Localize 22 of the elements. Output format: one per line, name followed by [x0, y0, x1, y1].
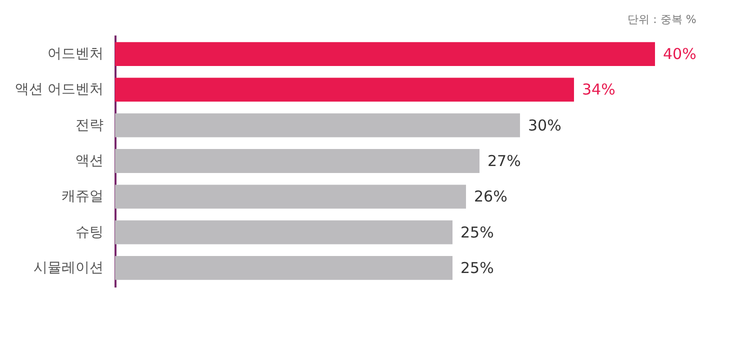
bar: [115, 149, 480, 173]
y-tick-label: 캐쥬얼: [62, 188, 104, 205]
data-label: 27%: [488, 152, 521, 170]
data-label: 34%: [582, 80, 616, 99]
y-tick-label: 액션 어드벤처: [15, 82, 104, 98]
y-tick-label: 슈팅: [76, 224, 104, 240]
y-tick-label: 시뮬레이션: [34, 260, 104, 276]
y-tick-label: 액션: [76, 153, 104, 169]
bar: [115, 220, 452, 244]
bar: [115, 256, 452, 280]
data-label: 25%: [460, 223, 494, 242]
data-label: 26%: [474, 188, 508, 206]
text: 단위 : 중복 %: [628, 13, 696, 26]
bar: [115, 42, 655, 66]
y-tick-label: 어드벤처: [48, 46, 104, 62]
bar: [115, 184, 466, 209]
bar: [115, 113, 520, 138]
data-label: 40%: [663, 45, 696, 64]
data-label: 30%: [528, 116, 562, 134]
data-label: 25%: [460, 258, 494, 277]
y-tick-label: 전략: [76, 117, 104, 134]
bar: [115, 78, 574, 102]
